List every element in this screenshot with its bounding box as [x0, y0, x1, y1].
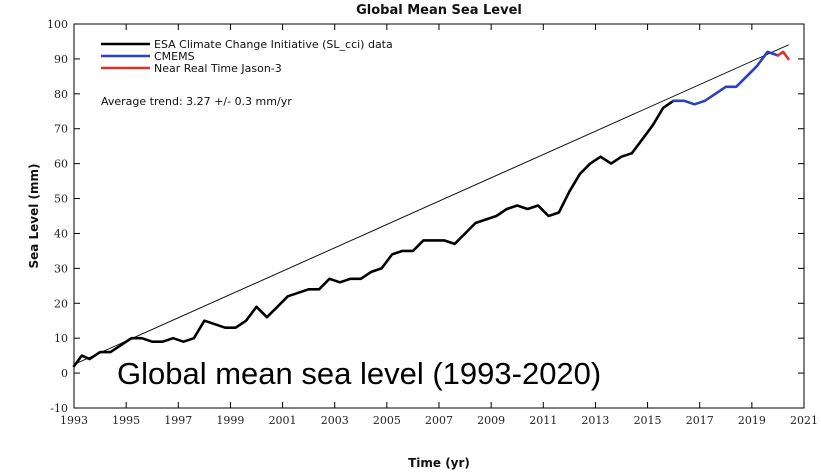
y-tick-label: -10	[50, 402, 68, 415]
y-tick-label: 40	[54, 227, 68, 240]
series-layer	[72, 44, 790, 368]
x-tick-label: 2015	[634, 414, 662, 427]
x-axis-ticks: 1993 1995 1997 1999 2001 2003 2005 2007 2009 2011…	[60, 24, 818, 427]
x-tick-label: 2019	[738, 414, 766, 427]
trend-annotation: Average trend: 3.27 +/- 0.3 mm/yr	[101, 95, 292, 108]
x-tick-label: 2017	[686, 414, 714, 427]
x-tick-label: 2011	[529, 414, 557, 427]
series-line-esa-climate-change-initiative-sl-cci-data	[72, 99, 675, 368]
y-tick-label: 50	[54, 193, 68, 206]
figure-caption: Global mean sea level (1993-2020)	[113, 355, 606, 394]
x-tick-label: 2007	[425, 414, 453, 427]
series-line-trend	[73, 44, 789, 365]
x-tick-label: 2021	[790, 414, 818, 427]
x-axis-title: Time (yr)	[408, 456, 470, 470]
y-tick-label: 60	[54, 158, 68, 171]
x-tick-label: 2001	[269, 414, 297, 427]
y-tick-label: 100	[47, 18, 68, 31]
y-axis-ticks: -10 0 10 20 30 40 50 60 70 80 90 100	[47, 18, 804, 415]
y-tick-label: 20	[54, 297, 68, 310]
y-tick-label: 80	[54, 88, 68, 101]
y-tick-label: 30	[54, 262, 68, 275]
series-line-cmems	[672, 50, 780, 106]
x-tick-label: 2013	[581, 414, 609, 427]
legend-label: CMEMS	[154, 50, 195, 63]
chart-title: Global Mean Sea Level	[356, 3, 522, 18]
x-tick-label: 2009	[477, 414, 505, 427]
plot-area	[73, 23, 805, 409]
x-tick-label: 2003	[321, 414, 349, 427]
x-tick-label: 1999	[216, 414, 244, 427]
x-tick-label: 1997	[164, 414, 192, 427]
legend-label: Near Real Time Jason-3	[154, 62, 282, 75]
y-axis-title: Sea Level (mm)	[27, 163, 41, 268]
legend-label: ESA Climate Change Initiative (SL_cci) d…	[154, 38, 393, 51]
x-tick-label: 2005	[373, 414, 401, 427]
y-tick-label: 10	[54, 332, 68, 345]
x-tick-label: 1993	[60, 414, 88, 427]
series-line-near-real-time-jason-3	[776, 50, 790, 61]
y-tick-label: 0	[61, 367, 68, 380]
legend: ESA Climate Change Initiative (SL_cci) d…	[101, 38, 393, 75]
y-tick-label: 90	[54, 53, 68, 66]
x-tick-label: 1995	[112, 414, 140, 427]
y-tick-label: 70	[54, 123, 68, 136]
